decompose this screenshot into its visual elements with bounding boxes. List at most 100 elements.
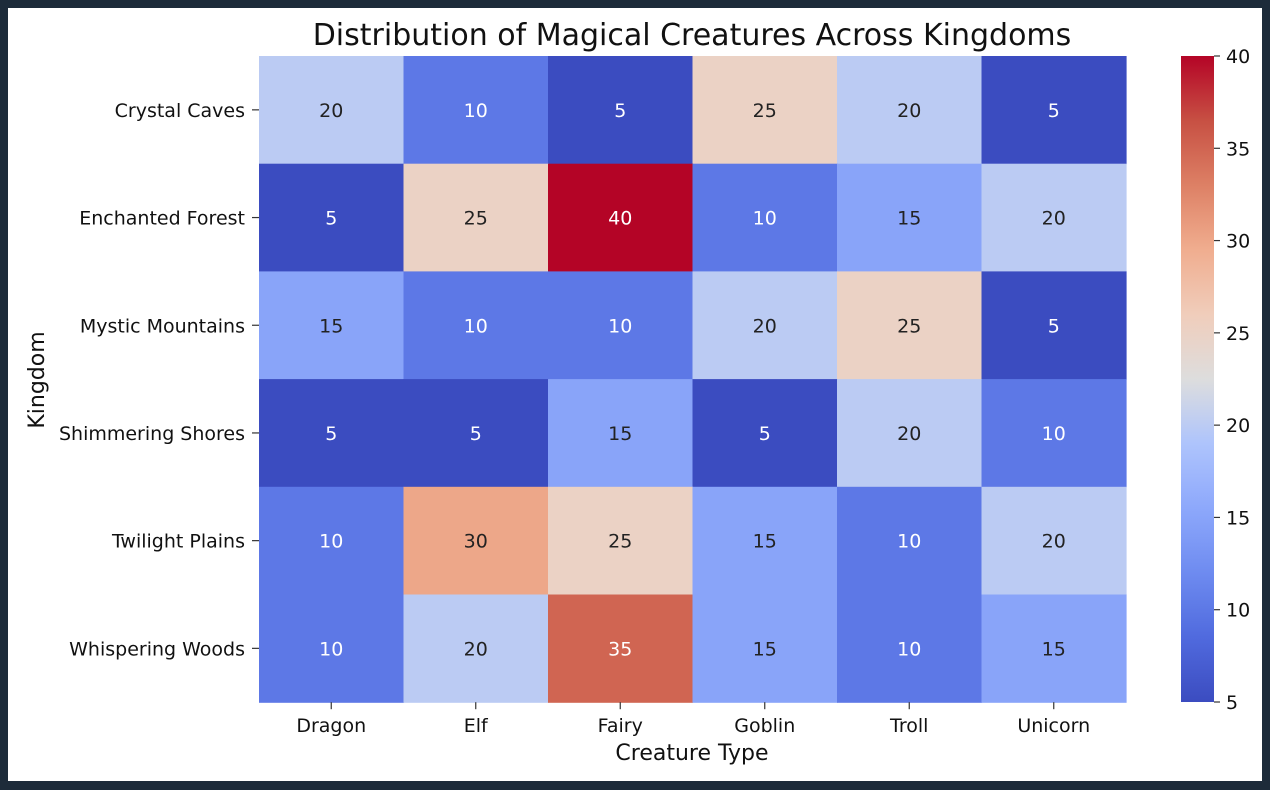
- cell-value-label: 10: [464, 315, 488, 337]
- cell-value-label: 15: [608, 423, 632, 445]
- colorbar-tick-label: 20: [1226, 415, 1250, 437]
- heatmap-cell: [259, 594, 405, 703]
- heatmap-cell: [837, 594, 983, 703]
- heatmap-cell: [692, 486, 838, 596]
- cell-value-label: 35: [608, 638, 632, 660]
- heatmap-cell: [548, 486, 694, 596]
- colorbar-gradient: [1181, 56, 1214, 702]
- heatmap-cell: [692, 594, 838, 703]
- cell-value-label: 10: [897, 531, 921, 553]
- cell-value-label: 20: [1042, 208, 1066, 230]
- colorbar-tick-label: 10: [1226, 600, 1250, 622]
- y-tick-label: Whispering Woods: [69, 638, 245, 660]
- heatmap-cell: [548, 594, 694, 703]
- heatmap-cell: [837, 56, 983, 165]
- heatmap-cell: [548, 163, 694, 272]
- heatmap-cell: [837, 163, 983, 272]
- cell-value-label: 5: [470, 423, 482, 445]
- cell-value-label: 25: [608, 531, 632, 553]
- heatmap-cell: [981, 594, 1127, 703]
- heatmap-cell: [259, 379, 405, 488]
- y-axis-label: Kingdom: [25, 331, 50, 428]
- heatmap-cell: [837, 486, 983, 596]
- heatmap-cell: [981, 163, 1127, 272]
- heatmap-cell: [981, 379, 1127, 488]
- x-tick-label: Dragon: [296, 715, 366, 737]
- heatmap-cell: [548, 56, 694, 165]
- cell-value-label: 15: [319, 315, 343, 337]
- y-tick-label: Shimmering Shores: [59, 423, 245, 445]
- cell-value-label: 20: [753, 315, 777, 337]
- cell-value-label: 5: [325, 423, 337, 445]
- heatmap-cell: [981, 486, 1127, 596]
- cell-value-label: 15: [897, 208, 921, 230]
- heatmap-cell: [403, 594, 549, 703]
- cell-value-label: 5: [1048, 100, 1060, 122]
- cell-value-label: 10: [897, 638, 921, 660]
- cell-value-label: 10: [319, 638, 343, 660]
- x-axis-ticks: Dragon Elf Fairy Goblin Troll Unicorn: [296, 702, 1090, 737]
- heatmap-cell: [692, 163, 838, 272]
- cell-value-label: 40: [608, 208, 632, 230]
- heatmap-cell: [692, 271, 838, 380]
- heatmap-cell: [692, 56, 838, 165]
- cell-value-label: 10: [753, 208, 777, 230]
- cell-value-label: 15: [1042, 638, 1066, 660]
- colorbar-tick-label: 15: [1226, 507, 1250, 529]
- heatmap-cells: [259, 56, 1127, 703]
- heatmap-cell: [837, 271, 983, 380]
- colorbar-tick-label: 25: [1226, 323, 1250, 345]
- y-tick-label: Twilight Plains: [111, 531, 245, 553]
- x-axis-label: Creature Type: [615, 741, 768, 766]
- y-tick-label: Crystal Caves: [115, 100, 245, 122]
- cell-value-label: 10: [464, 100, 488, 122]
- y-axis-ticks: Crystal Caves Enchanted Forest Mystic Moun…: [59, 100, 259, 660]
- cell-value-label: 20: [1042, 531, 1066, 553]
- cell-value-label: 20: [319, 100, 343, 122]
- colorbar-tick-label: 30: [1226, 231, 1250, 253]
- x-tick-label: Fairy: [598, 715, 643, 737]
- cell-value-label: 5: [1048, 315, 1060, 337]
- heatmap-cell: [981, 56, 1127, 165]
- heatmap-cell: [259, 163, 405, 272]
- x-tick-label: Troll: [889, 715, 928, 737]
- colorbar: 5 10 15 20 25 30 35 40: [1181, 46, 1250, 714]
- chart-title: Distribution of Magical Creatures Across…: [313, 18, 1072, 53]
- heatmap-cell: [403, 163, 549, 272]
- cell-value-label: 20: [464, 638, 488, 660]
- cell-value-label: 20: [897, 100, 921, 122]
- heatmap-cell: [981, 271, 1127, 380]
- colorbar-tick-label: 35: [1226, 138, 1250, 160]
- cell-value-label: 15: [753, 531, 777, 553]
- cell-value-label: 25: [464, 208, 488, 230]
- heatmap-cell: [259, 271, 405, 380]
- cell-value-label: 20: [897, 423, 921, 445]
- cell-value-label: 10: [608, 315, 632, 337]
- colorbar-tick-label: 40: [1226, 46, 1250, 68]
- heatmap-cell: [548, 271, 694, 380]
- colorbar-tick-label: 5: [1226, 692, 1238, 714]
- cell-value-label: 15: [753, 638, 777, 660]
- cell-value-label: 5: [614, 100, 626, 122]
- heatmap-cell-labels: 20 10 5 25 20 5 5 25 40 10 15 20 15 10 10 20 25 5 5 5 15 5 20 1…: [319, 100, 1066, 660]
- heatmap-cell: [403, 486, 549, 596]
- heatmap-cell: [837, 379, 983, 488]
- x-tick-label: Elf: [464, 715, 489, 737]
- heatmap-cell: [548, 379, 694, 488]
- heatmap-cell: [692, 379, 838, 488]
- heatmap-cell: [259, 486, 405, 596]
- cell-value-label: 30: [464, 531, 488, 553]
- x-tick-label: Goblin: [734, 715, 795, 737]
- y-tick-label: Enchanted Forest: [79, 208, 245, 230]
- heatmap-cell: [259, 56, 405, 165]
- x-tick-label: Unicorn: [1017, 715, 1090, 737]
- heatmap-cell: [403, 56, 549, 165]
- cell-value-label: 10: [319, 531, 343, 553]
- cell-value-label: 25: [897, 315, 921, 337]
- cell-value-label: 5: [325, 208, 337, 230]
- heatmap-cell: [403, 271, 549, 380]
- cell-value-label: 5: [759, 423, 771, 445]
- y-tick-label: Mystic Mountains: [80, 315, 245, 337]
- cell-value-label: 10: [1042, 423, 1066, 445]
